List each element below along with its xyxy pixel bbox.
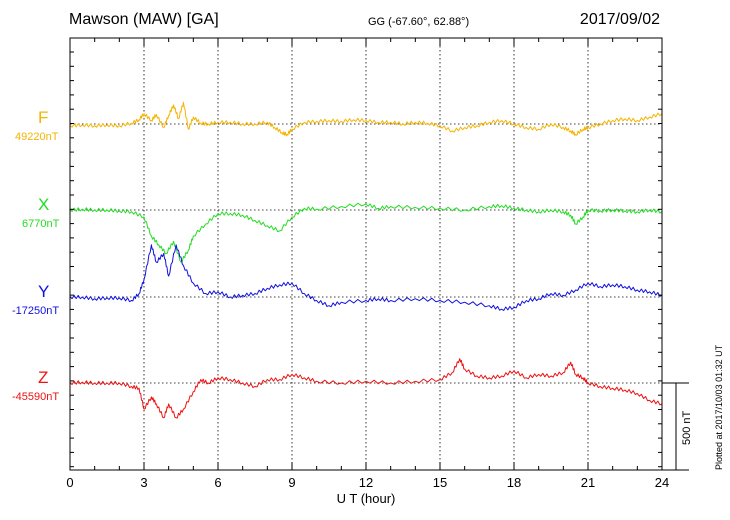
baseline-label-f: 49220nT <box>15 131 59 143</box>
x-tick-label: 18 <box>507 475 521 490</box>
baseline-label-x: 6770nT <box>22 218 60 230</box>
x-tick-label: 12 <box>359 475 373 490</box>
component-label-x: X <box>38 195 50 214</box>
trace-layer <box>69 101 663 419</box>
series-line-y <box>69 244 663 311</box>
x-tick-label: 3 <box>140 475 147 490</box>
x-axis-label: U T (hour) <box>337 491 396 506</box>
baseline-label-y: -17250nT <box>12 305 60 317</box>
series-line-x <box>69 202 663 263</box>
baseline-label-z: -45590nT <box>12 391 60 403</box>
scale-bar: 500 nT <box>662 382 693 471</box>
scale-bar-label: 500 nT <box>681 410 693 445</box>
series-line-f <box>69 101 663 137</box>
component-label-f: F <box>38 108 49 127</box>
x-tick-label: 0 <box>66 475 73 490</box>
plot-date: 2017/09/02 <box>579 11 660 28</box>
x-tick-label: 24 <box>655 475 669 490</box>
station-title: Mawson (MAW) [GA] <box>69 11 219 28</box>
x-tick-label: 15 <box>433 475 447 490</box>
x-tick-label: 6 <box>214 475 221 490</box>
x-tick-label: 21 <box>581 475 595 490</box>
geographic-coordinates: GG (-67.60°, 62.88°) <box>368 16 470 28</box>
x-tick-label: 9 <box>288 475 295 490</box>
series-line-z <box>69 358 663 419</box>
grid-lines <box>70 38 662 470</box>
axis-ticks: 0 3 6 9 12 15 18 21 24 <box>66 38 669 490</box>
component-label-y: Y <box>38 282 50 301</box>
component-label-z: Z <box>38 368 49 387</box>
